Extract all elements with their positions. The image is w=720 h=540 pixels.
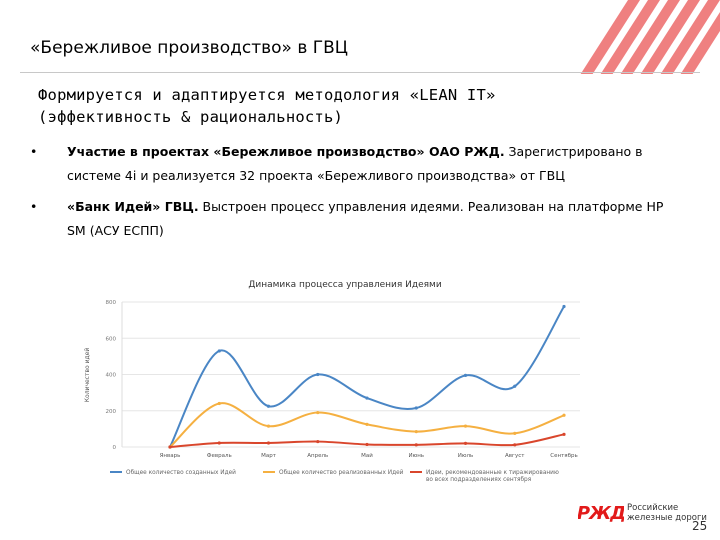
data-point: [168, 445, 172, 449]
rzd-stripes-decoration: [520, 0, 720, 75]
data-point: [513, 384, 517, 388]
x-tick-label: Январь: [160, 453, 181, 459]
data-point: [217, 401, 221, 406]
page-number: 25: [692, 519, 708, 533]
company-name: Российские железные дороги: [627, 503, 707, 523]
y-tick-label: 0: [113, 445, 117, 451]
company-name-line-1: Российские: [627, 503, 679, 513]
ideas-line-chart: Динамика процесса управления Идеями Коли…: [84, 280, 580, 483]
series-lines: [168, 304, 566, 449]
data-point: [562, 304, 566, 309]
data-point: [316, 439, 320, 444]
data-point: [217, 441, 221, 445]
bullet-heading: Участие в проектах «Бережливое производс…: [67, 144, 505, 159]
data-point: [365, 422, 369, 426]
x-tick-label: Май: [361, 452, 373, 459]
grid-lines: [121, 301, 580, 448]
x-tick-label: Март: [261, 453, 277, 459]
data-point: [266, 404, 271, 408]
data-point: [266, 424, 271, 428]
legend-label: Общее количество созданных Идей: [126, 469, 236, 476]
data-point: [217, 349, 221, 353]
rzd-logo-text: РЖД: [578, 503, 624, 524]
x-tick-label: Сентябрь: [550, 453, 577, 459]
x-tick-label: Июнь: [408, 453, 424, 459]
data-point: [562, 432, 566, 436]
legend: Общее количество созданных Идей Общее кол…: [110, 469, 559, 483]
x-tick-label: Июль: [458, 453, 474, 459]
subtitle: Формируется и адаптируется методология «…: [38, 84, 598, 128]
x-tick-label: Апрель: [307, 453, 328, 459]
chart-title: Динамика процесса управления Идеями: [248, 280, 442, 290]
x-tick-label: Февраль: [207, 453, 232, 459]
data-point: [562, 413, 566, 417]
y-tick-label: 800: [106, 300, 117, 306]
y-axis-label: Количество идей: [84, 348, 91, 403]
data-point: [414, 406, 418, 410]
subtitle-line-2: (эффективность & рациональность): [38, 108, 344, 126]
subtitle-line-1: Формируется и адаптируется методология «…: [38, 86, 496, 104]
data-point: [316, 372, 320, 377]
page-title: «Бережливое производство» в ГВЦ: [30, 38, 348, 58]
data-point: [463, 441, 468, 445]
bullet-heading: «Банк Идей» ГВЦ.: [67, 199, 199, 214]
axis-labels: 0 200 400 600 800 Январь Февраль Март Апрель Май И…: [106, 300, 578, 459]
bullet-marker: •: [30, 199, 38, 214]
y-tick-label: 600: [106, 336, 117, 342]
bullet-list: • Участие в проектах «Бережливое произво…: [30, 140, 670, 250]
legend-label: Идеи, рекомендованные к тиражированию во …: [426, 470, 559, 483]
data-point: [365, 396, 369, 400]
data-point: [513, 443, 517, 447]
bullet-text: Зарегистрировано в системе 4i и реализуе…: [67, 144, 643, 183]
bullet-item: • Участие в проектах «Бережливое произво…: [30, 140, 670, 188]
data-point: [266, 441, 271, 445]
series-line: [169, 306, 565, 448]
header: «Бережливое производство» в ГВЦ: [0, 0, 720, 75]
y-tick-label: 400: [106, 373, 117, 379]
company-name-line-2: железные дороги: [627, 513, 707, 523]
data-point: [316, 410, 320, 415]
y-tick-label: 200: [106, 409, 117, 415]
bullet-marker: •: [30, 144, 38, 159]
data-point: [513, 431, 517, 436]
bullet-item: • «Банк Идей» ГВЦ. Выстроен процесс упра…: [30, 195, 670, 243]
x-tick-label: Август: [505, 453, 525, 459]
bullet-text: Выстроен процесс управления идеями. Реал…: [67, 199, 664, 238]
data-point: [414, 443, 418, 447]
data-point: [414, 429, 418, 434]
header-divider: [20, 72, 700, 73]
data-point: [365, 442, 369, 447]
data-point: [463, 373, 468, 378]
rzd-logo: РЖД: [578, 503, 624, 524]
data-point: [463, 424, 468, 428]
legend-label: Общее количество реализованных Идей: [279, 469, 404, 476]
